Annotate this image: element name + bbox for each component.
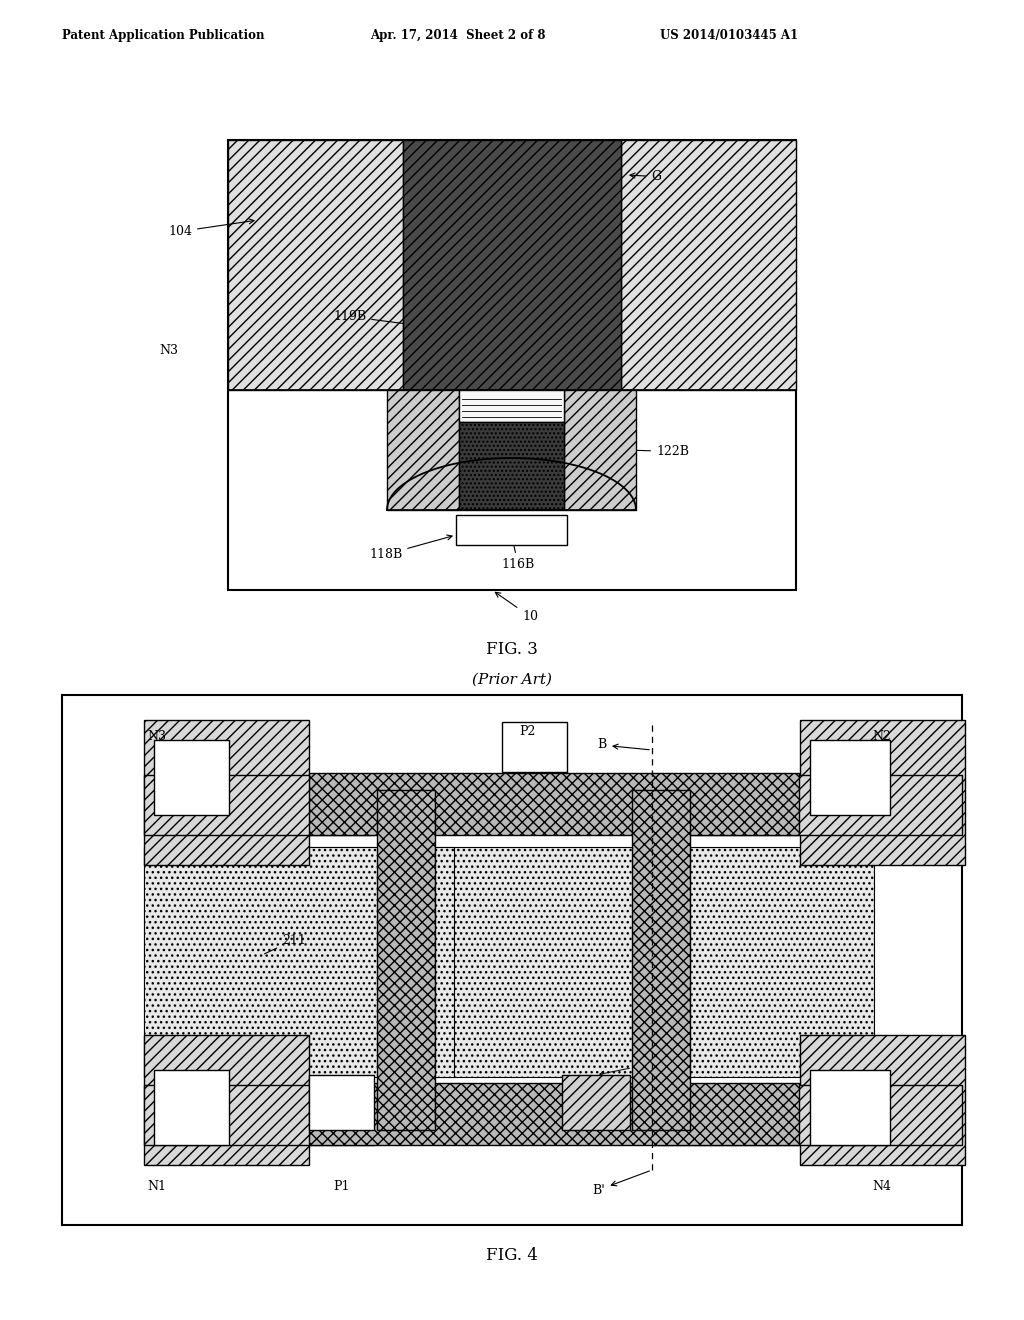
Text: G: G — [630, 170, 662, 183]
Text: US 2014/0103445 A1: US 2014/0103445 A1 — [660, 29, 798, 41]
Bar — [144, 775, 374, 836]
Text: 104: 104 — [168, 219, 254, 238]
Bar — [652, 1085, 962, 1144]
Bar — [144, 1035, 309, 1166]
Bar — [144, 847, 874, 1077]
Bar — [800, 719, 965, 865]
Bar — [377, 789, 435, 1130]
Text: N4: N4 — [872, 1180, 892, 1193]
Bar — [154, 1071, 229, 1144]
Bar — [228, 140, 796, 590]
Text: 10: 10 — [496, 593, 538, 623]
Text: B': B' — [592, 1171, 649, 1196]
Text: 122B: 122B — [630, 445, 689, 458]
Bar — [144, 847, 454, 1077]
Bar — [387, 389, 459, 510]
Text: 116B: 116B — [502, 539, 535, 572]
Text: N1: N1 — [147, 1180, 167, 1193]
Bar — [632, 789, 690, 1130]
Text: P1: P1 — [334, 1180, 350, 1193]
Text: FIG. 3: FIG. 3 — [486, 642, 538, 659]
Bar — [810, 1071, 890, 1144]
Text: N3: N3 — [159, 345, 178, 356]
Bar — [154, 741, 229, 814]
Bar — [459, 422, 564, 510]
Bar — [144, 719, 309, 865]
Text: N3: N3 — [147, 730, 167, 743]
Bar — [800, 1035, 965, 1166]
Bar — [456, 515, 567, 545]
Text: B: B — [597, 738, 649, 751]
Bar — [309, 1074, 374, 1130]
Text: N2: N2 — [872, 730, 892, 743]
Text: 208: 208 — [600, 1060, 656, 1076]
Bar — [652, 775, 962, 836]
Bar — [309, 774, 799, 836]
Bar — [810, 741, 890, 814]
Bar — [228, 140, 403, 389]
Bar — [621, 140, 796, 389]
Bar — [564, 389, 636, 510]
Text: Patent Application Publication: Patent Application Publication — [62, 29, 264, 41]
Text: FIG. 4: FIG. 4 — [486, 1246, 538, 1263]
Bar — [403, 140, 621, 389]
Text: 118B: 118B — [369, 535, 453, 561]
Text: 211: 211 — [264, 933, 306, 954]
Bar — [459, 389, 564, 422]
Bar — [502, 722, 567, 772]
Bar — [562, 1074, 630, 1130]
Text: P2: P2 — [519, 725, 536, 738]
Text: Apr. 17, 2014  Sheet 2 of 8: Apr. 17, 2014 Sheet 2 of 8 — [370, 29, 546, 41]
Bar — [309, 1082, 799, 1144]
Text: 119B: 119B — [333, 310, 449, 331]
Bar — [144, 1085, 374, 1144]
Bar — [62, 696, 962, 1225]
Text: (Prior Art): (Prior Art) — [472, 673, 552, 686]
